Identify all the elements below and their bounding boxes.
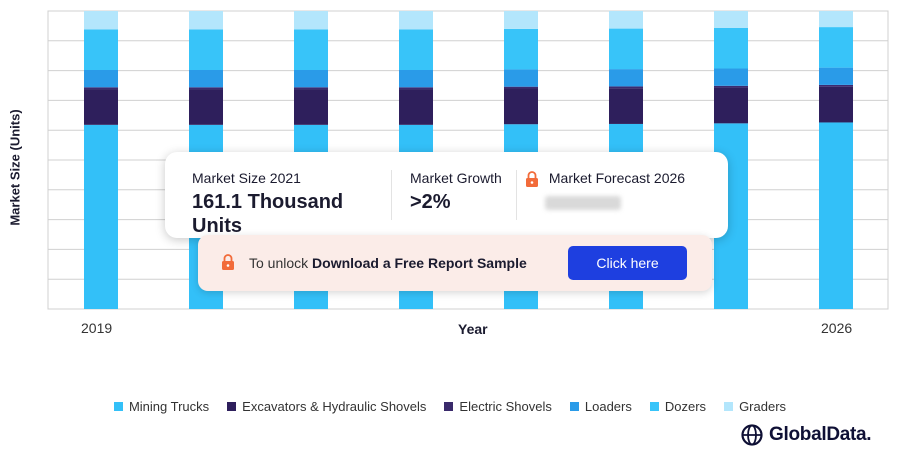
bar-segment-electric-shovels-2020 xyxy=(189,87,223,90)
legend-swatch xyxy=(227,402,237,411)
legend-item-excavators: Excavators & Hydraulic Shovels xyxy=(227,399,426,414)
market-size-value-line2: Units xyxy=(192,215,242,237)
bar-segment-excavators-hydraulic-shovels-2019 xyxy=(84,89,118,125)
bar-segment-electric-shovels-2019 xyxy=(84,87,118,90)
bar-segment-electric-shovels-2024 xyxy=(609,86,643,89)
legend-swatch xyxy=(724,402,734,411)
bar-segment-electric-shovels-2026 xyxy=(819,84,853,87)
bar-segment-mining-trucks-2019 xyxy=(84,124,118,309)
bar-segment-loaders-2026 xyxy=(819,67,853,85)
market-size-block: Market Size 2021 161.1 Thousand Units xyxy=(192,170,343,238)
bar-segment-mining-trucks-2026 xyxy=(819,122,853,310)
bar-segment-graders-2022 xyxy=(399,11,433,30)
lock-icon xyxy=(222,254,234,270)
bar-segment-excavators-hydraulic-shovels-2020 xyxy=(189,89,223,125)
legend: Mining Trucks Excavators & Hydraulic Sho… xyxy=(0,399,900,414)
bar-segment-dozers-2025 xyxy=(714,27,748,69)
legend-label: Loaders xyxy=(584,399,632,414)
bar-segment-loaders-2021 xyxy=(294,70,328,88)
bar-segment-electric-shovels-2022 xyxy=(399,87,433,90)
market-size-value: 161.1 Thousand Units xyxy=(192,190,343,238)
bar-segment-electric-shovels-2025 xyxy=(714,85,748,88)
divider xyxy=(516,170,517,220)
bar-segment-graders-2019 xyxy=(84,11,118,30)
x-tick-label-2026: 2026 xyxy=(821,320,853,336)
bar-segment-loaders-2023 xyxy=(504,69,538,87)
bar-segment-dozers-2021 xyxy=(294,29,328,71)
bar-segment-graders-2025 xyxy=(714,11,748,28)
legend-item-mining-trucks: Mining Trucks xyxy=(113,399,210,414)
legend-item-electric-shovels: Electric Shovels xyxy=(444,399,552,414)
bar-segment-graders-2021 xyxy=(294,11,328,30)
brand-name: GlobalData. xyxy=(769,424,872,445)
bar-segment-loaders-2025 xyxy=(714,68,748,86)
legend-label: Mining Trucks xyxy=(128,399,210,414)
bar-segment-graders-2024 xyxy=(609,11,643,29)
lock-icon xyxy=(526,171,538,188)
bar-segment-electric-shovels-2021 xyxy=(294,87,328,90)
bar-segment-graders-2026 xyxy=(819,11,853,28)
bar-segment-excavators-hydraulic-shovels-2025 xyxy=(714,87,748,124)
legend-label: Excavators & Hydraulic Shovels xyxy=(242,399,427,414)
market-forecast-block: Market Forecast 2026 xyxy=(525,170,685,211)
bar-segment-excavators-hydraulic-shovels-2021 xyxy=(294,89,328,125)
unlock-text: To unlock Download a Free Report Sample xyxy=(249,255,527,271)
blurred-forecast-value xyxy=(545,196,621,211)
globaldata-logo: GlobalData. xyxy=(740,423,872,447)
market-forecast-label: Market Forecast 2026 xyxy=(548,170,686,186)
market-forecast-header: Market Forecast 2026 xyxy=(525,170,685,188)
click-here-button[interactable]: Click here xyxy=(568,246,687,280)
bar-segment-excavators-hydraulic-shovels-2022 xyxy=(399,89,433,125)
legend-swatch xyxy=(569,402,579,411)
x-tick-label-2019: 2019 xyxy=(81,320,113,336)
legend-label: Electric Shovels xyxy=(459,399,552,414)
unlock-banner: To unlock Download a Free Report Sample … xyxy=(198,235,712,291)
bar-segment-loaders-2024 xyxy=(609,69,643,87)
market-growth-value: >2% xyxy=(410,191,451,213)
market-size-label: Market Size 2021 xyxy=(192,170,301,186)
legend-label: Graders xyxy=(739,399,787,414)
legend-swatch xyxy=(649,402,659,411)
legend-swatch xyxy=(444,402,454,411)
bar-segment-dozers-2019 xyxy=(84,29,118,71)
bar-segment-electric-shovels-2023 xyxy=(504,86,538,89)
market-size-value-line1: 161.1 Thousand xyxy=(192,191,344,213)
bar-segment-excavators-hydraulic-shovels-2023 xyxy=(504,88,538,125)
bar-segment-loaders-2020 xyxy=(189,70,223,88)
bar-segment-excavators-hydraulic-shovels-2024 xyxy=(609,88,643,124)
bar-segment-dozers-2023 xyxy=(504,28,538,70)
legend-label: Dozers xyxy=(664,399,707,414)
x-axis-title: Year xyxy=(458,321,488,337)
divider xyxy=(391,170,392,220)
legend-item-loaders: Loaders xyxy=(569,399,632,414)
bar-segment-excavators-hydraulic-shovels-2026 xyxy=(819,86,853,123)
market-summary-card: Market Size 2021 161.1 Thousand Units Ma… xyxy=(165,152,728,238)
legend-item-dozers: Dozers xyxy=(649,399,707,414)
legend-swatch xyxy=(113,402,123,411)
legend-item-graders: Graders xyxy=(724,399,786,414)
unlock-prefix: To unlock xyxy=(249,255,313,271)
unlock-link-text: Download a Free Report Sample xyxy=(312,255,527,271)
bar-segment-graders-2023 xyxy=(504,11,538,29)
market-growth-label: Market Growth xyxy=(410,170,502,186)
bar-segment-dozers-2026 xyxy=(819,27,853,68)
bar-segment-graders-2020 xyxy=(189,11,223,30)
bar-segment-loaders-2019 xyxy=(84,70,118,88)
bar-segment-dozers-2024 xyxy=(609,28,643,70)
y-axis-title: Market Size (Units) xyxy=(7,109,23,226)
globe-icon xyxy=(741,424,763,446)
bar-segment-dozers-2022 xyxy=(399,29,433,71)
market-growth-block: Market Growth >2% xyxy=(410,170,502,214)
bar-segment-dozers-2020 xyxy=(189,29,223,71)
bar-segment-loaders-2022 xyxy=(399,70,433,88)
